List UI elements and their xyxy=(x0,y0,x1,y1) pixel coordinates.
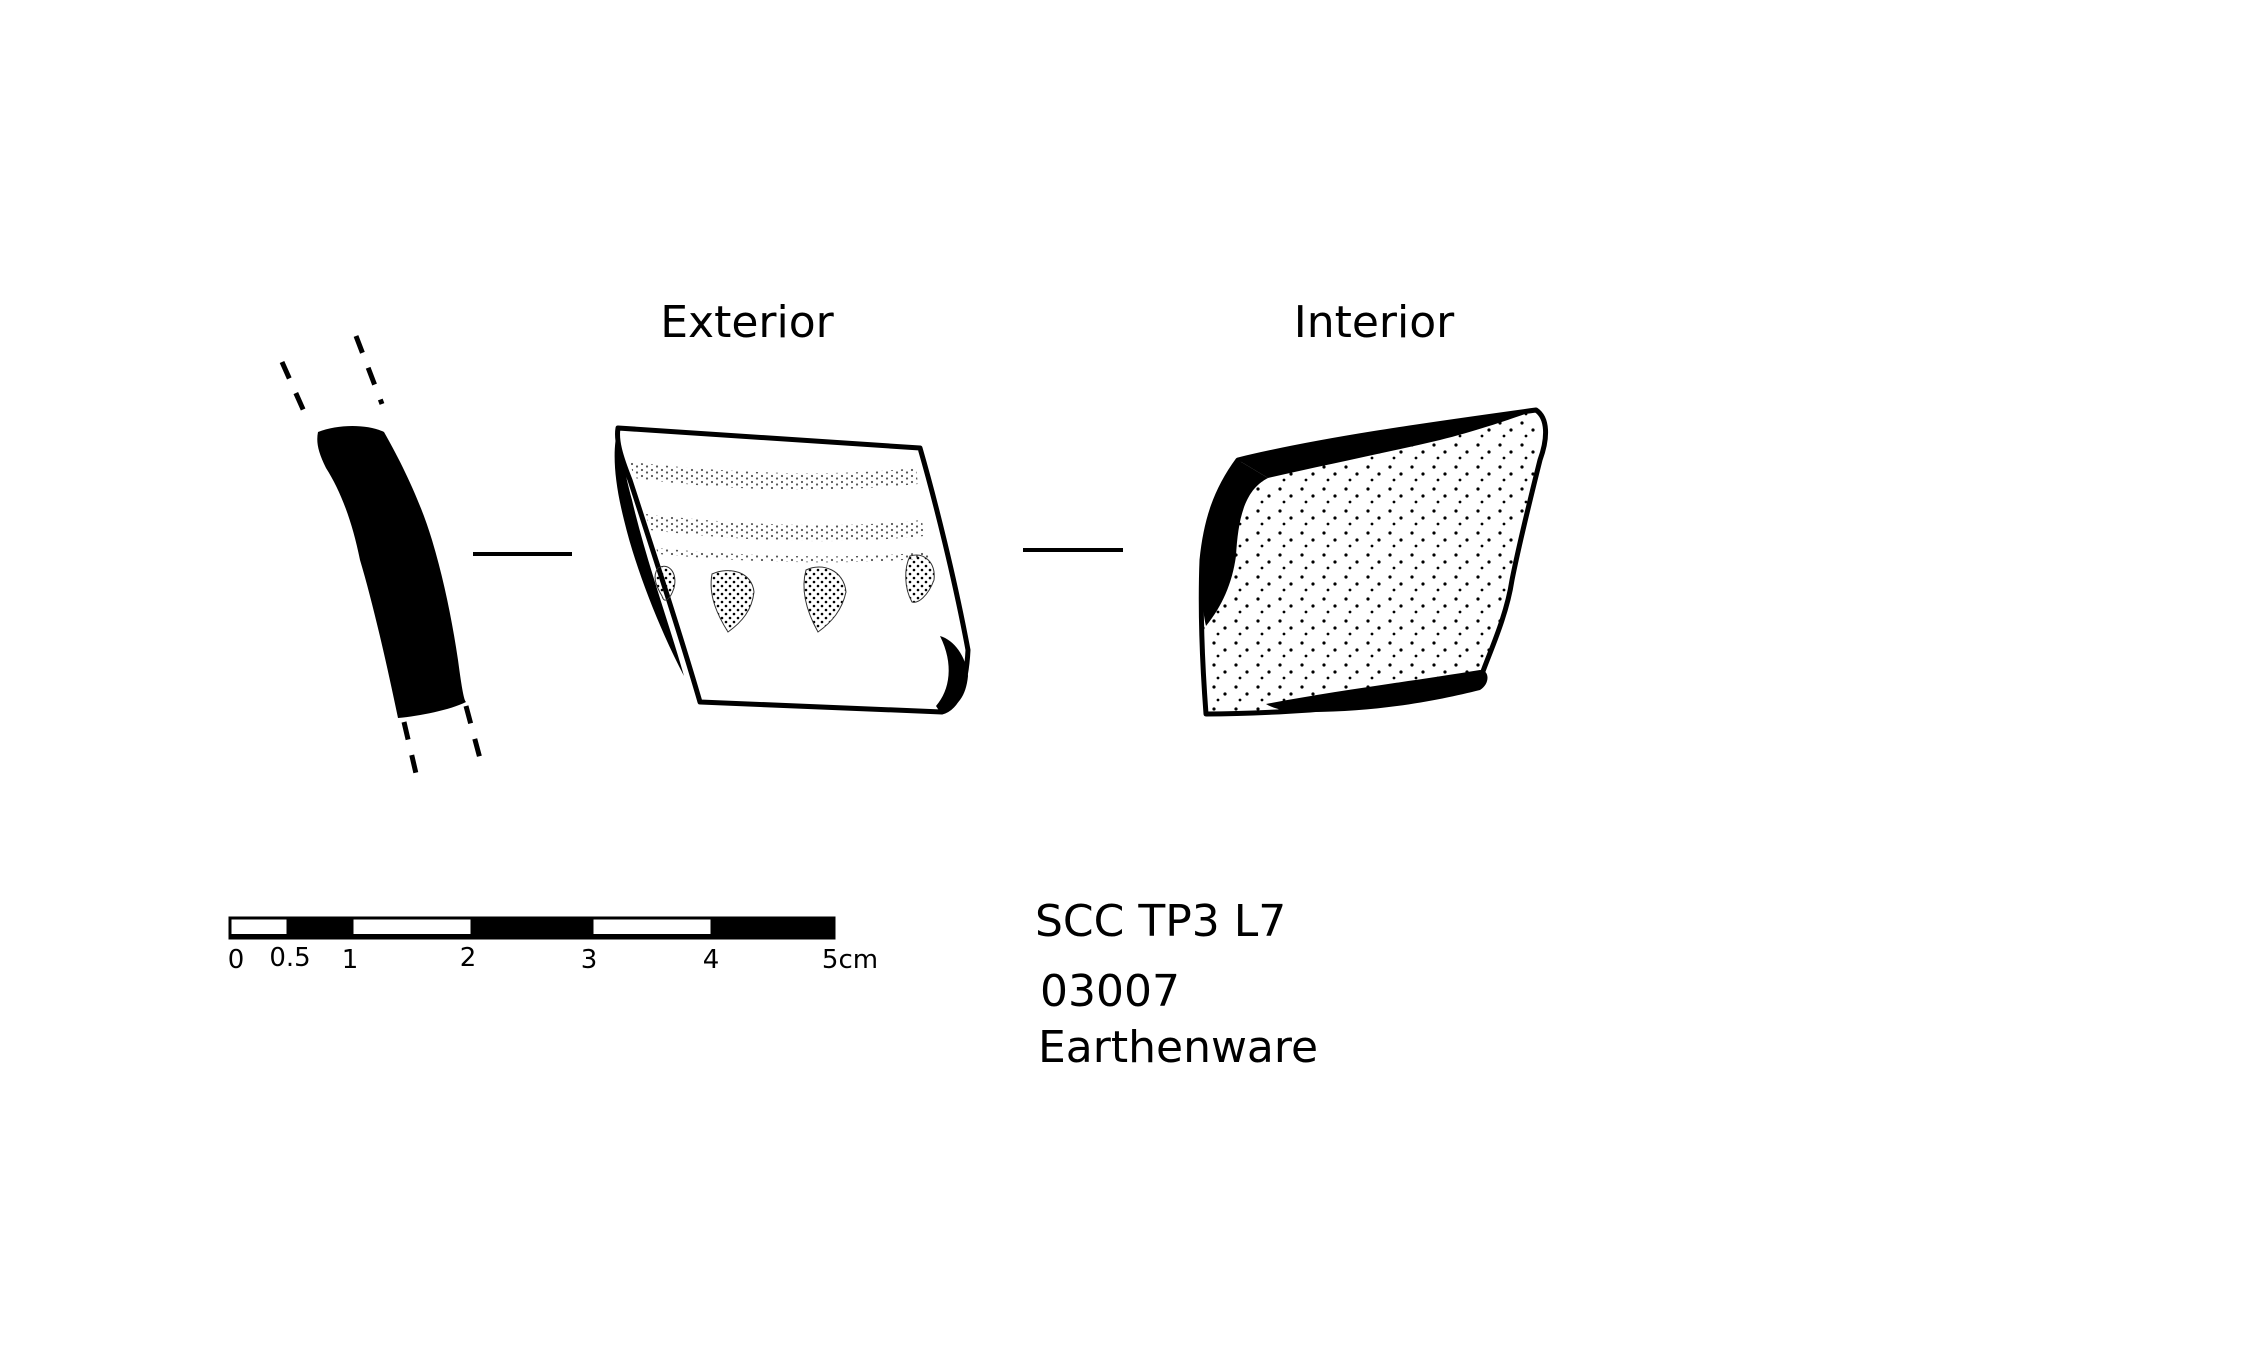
profile-dashed-line-bottom-right xyxy=(463,705,485,767)
exterior-view-label: Exterior xyxy=(660,297,834,348)
interior-left-edge-break xyxy=(1202,460,1268,626)
specimen-material: Earthenware xyxy=(1038,1022,1318,1073)
exterior-sherd-outline xyxy=(615,425,971,715)
profile-dashed-line-bottom-left xyxy=(401,721,421,783)
interior-view-label: Interior xyxy=(1294,297,1455,348)
scale-tick-label: 1 xyxy=(342,945,359,975)
exterior-decoration-band-3 xyxy=(656,548,929,563)
profile-dashed-line-top-left xyxy=(279,360,309,418)
interior-sherd-outline xyxy=(1198,407,1548,717)
scale-tick-label: 2 xyxy=(460,943,477,973)
interior-bottom-edge-break xyxy=(1266,670,1488,712)
scale-tick-label: 0.5 xyxy=(269,943,310,973)
exterior-decoration-band-1 xyxy=(630,462,918,490)
exterior-right-edge-break xyxy=(936,636,968,712)
specimen-context: SCC TP3 L7 xyxy=(1035,896,1286,947)
scale-tick-label: 0 xyxy=(228,945,245,975)
profile-section-body xyxy=(317,426,466,718)
scale-tick-label: 4 xyxy=(703,945,720,975)
scale-tick-label: 3 xyxy=(581,945,598,975)
scale-bar-baseline xyxy=(230,934,834,938)
specimen-number: 03007 xyxy=(1040,966,1180,1017)
exterior-decoration-band-2 xyxy=(646,514,924,542)
exterior-triangle-motif-3 xyxy=(803,566,847,633)
interior-top-edge-break xyxy=(1238,410,1536,478)
exterior-triangle-motif-1 xyxy=(654,565,676,601)
exterior-triangle-motif-4 xyxy=(905,554,935,603)
profile-section xyxy=(279,335,485,783)
profile-dashed-line-top-right xyxy=(353,335,385,405)
scale-tick-label: 5cm xyxy=(822,945,878,975)
interior-view xyxy=(1198,407,1548,717)
exterior-triangle-motif-2 xyxy=(710,570,755,633)
exterior-view xyxy=(614,425,971,715)
scale-bar: 0 0.5 1 2 3 4 5cm xyxy=(228,916,878,975)
